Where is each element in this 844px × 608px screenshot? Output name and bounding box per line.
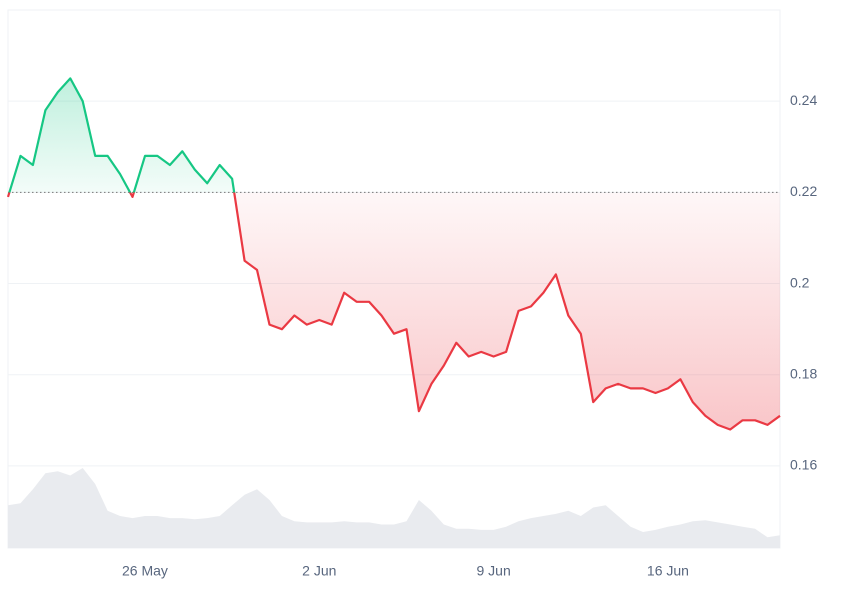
y-tick-label: 0.2 — [790, 274, 810, 290]
y-tick-label: 0.16 — [790, 457, 817, 473]
volume-area — [8, 468, 780, 548]
baseline-area — [8, 78, 780, 430]
y-tick-label: 0.22 — [790, 183, 817, 199]
x-tick-label: 26 May — [122, 563, 168, 579]
x-tick-label: 2 Jun — [302, 563, 336, 579]
x-tick-label: 9 Jun — [476, 563, 510, 579]
price-line — [6, 77, 781, 431]
x-tick-label: 16 Jun — [647, 563, 689, 579]
y-tick-label: 0.18 — [790, 365, 817, 381]
y-tick-label: 0.24 — [790, 92, 817, 108]
